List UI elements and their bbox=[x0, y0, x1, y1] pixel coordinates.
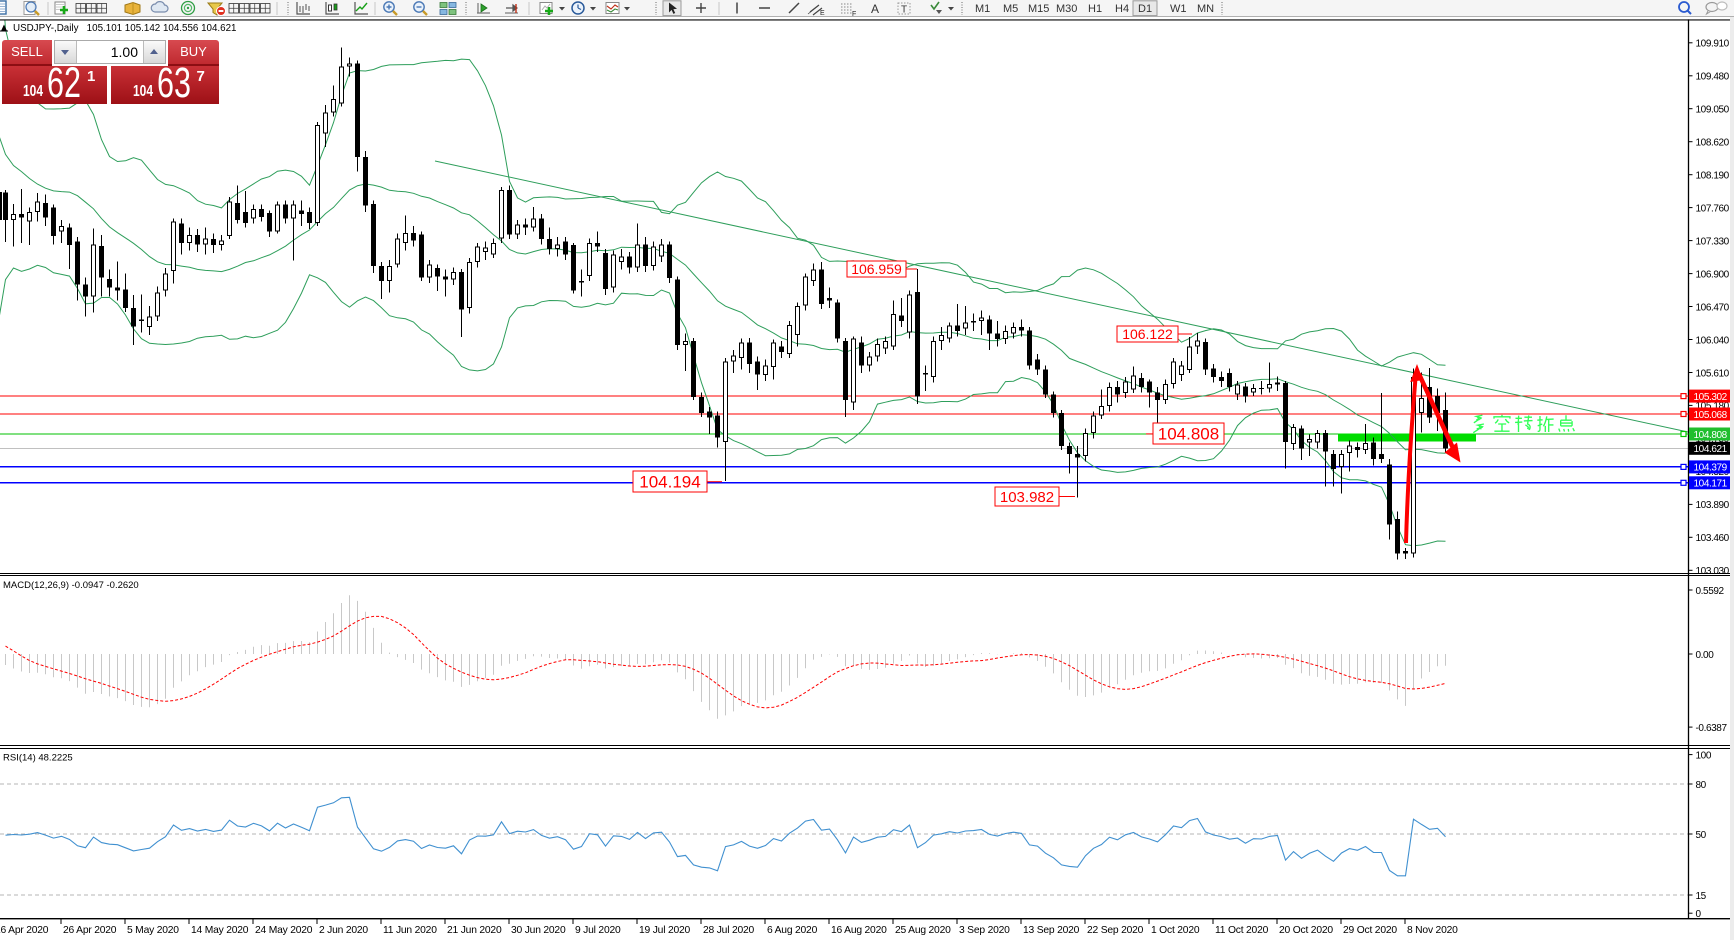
svg-text:M1: M1 bbox=[975, 3, 990, 15]
svg-text:105.302: 105.302 bbox=[1694, 392, 1728, 403]
svg-text:F: F bbox=[852, 11, 856, 17]
svg-text:109.050: 109.050 bbox=[1696, 105, 1730, 116]
svg-text:2 Jun 2020: 2 Jun 2020 bbox=[319, 925, 368, 936]
svg-text:E: E bbox=[820, 10, 825, 17]
svg-text:M30: M30 bbox=[1056, 3, 1077, 15]
svg-text:100: 100 bbox=[1696, 750, 1712, 761]
svg-text:30 Jun 2020: 30 Jun 2020 bbox=[511, 925, 566, 936]
svg-text:16 Aug 2020: 16 Aug 2020 bbox=[831, 925, 887, 936]
svg-text:USDJPY-,Daily 105.101 105.14: USDJPY-,Daily 105.101 105.142 104.556 10… bbox=[13, 23, 237, 34]
svg-text:105.610: 105.610 bbox=[1696, 368, 1730, 379]
svg-text:13 Sep 2020: 13 Sep 2020 bbox=[1023, 925, 1080, 936]
svg-text:29 Oct 2020: 29 Oct 2020 bbox=[1343, 925, 1397, 936]
svg-text:104.194: 104.194 bbox=[639, 473, 700, 492]
svg-text:20 Oct 2020: 20 Oct 2020 bbox=[1279, 925, 1333, 936]
svg-text:RSI(14) 48.2225: RSI(14) 48.2225 bbox=[3, 753, 73, 764]
svg-text:106.959: 106.959 bbox=[851, 261, 902, 277]
svg-text:105.180: 105.180 bbox=[1696, 401, 1730, 412]
svg-text:MACD(12,26,9) -0.0947 -0.2620: MACD(12,26,9) -0.0947 -0.2620 bbox=[3, 580, 139, 591]
svg-text:28 Jul 2020: 28 Jul 2020 bbox=[703, 925, 755, 936]
svg-text:106.040: 106.040 bbox=[1696, 335, 1730, 346]
svg-text:8 Nov 2020: 8 Nov 2020 bbox=[1407, 925, 1458, 936]
svg-text:MN: MN bbox=[1197, 3, 1214, 15]
svg-text:H4: H4 bbox=[1115, 3, 1129, 15]
svg-text:104.808: 104.808 bbox=[1694, 430, 1728, 441]
svg-text:108.190: 108.190 bbox=[1696, 171, 1730, 182]
svg-text:108.620: 108.620 bbox=[1696, 138, 1730, 149]
svg-text:21 Jun 2020: 21 Jun 2020 bbox=[447, 925, 502, 936]
svg-text:11 Oct 2020: 11 Oct 2020 bbox=[1215, 925, 1269, 936]
svg-text:107.330: 107.330 bbox=[1696, 236, 1730, 247]
svg-text:103.890: 103.890 bbox=[1696, 500, 1730, 511]
svg-text:104.379: 104.379 bbox=[1694, 463, 1728, 474]
svg-text:50: 50 bbox=[1696, 830, 1707, 841]
svg-text:80: 80 bbox=[1696, 780, 1707, 791]
svg-text:D1: D1 bbox=[1138, 3, 1152, 15]
svg-text:M5: M5 bbox=[1003, 3, 1018, 15]
svg-text:6 Aug 2020: 6 Aug 2020 bbox=[767, 925, 818, 936]
svg-text:26 Apr 2020: 26 Apr 2020 bbox=[63, 925, 117, 936]
svg-text:104.621: 104.621 bbox=[1694, 444, 1728, 455]
svg-text:A: A bbox=[871, 2, 879, 16]
svg-text:103.460: 103.460 bbox=[1696, 533, 1730, 544]
svg-text:0.5592: 0.5592 bbox=[1696, 586, 1725, 597]
svg-text:5 May 2020: 5 May 2020 bbox=[127, 925, 179, 936]
svg-text:-0.6387: -0.6387 bbox=[1696, 723, 1728, 734]
svg-text:109.480: 109.480 bbox=[1696, 72, 1730, 83]
svg-text:107.760: 107.760 bbox=[1696, 203, 1730, 214]
svg-text:103.982: 103.982 bbox=[1000, 489, 1054, 506]
svg-text:W1: W1 bbox=[1170, 3, 1187, 15]
svg-text:16 Apr 2020: 16 Apr 2020 bbox=[0, 925, 49, 936]
svg-text:14 May 2020: 14 May 2020 bbox=[191, 925, 249, 936]
svg-text:3 Sep 2020: 3 Sep 2020 bbox=[959, 925, 1010, 936]
svg-text:1 Oct 2020: 1 Oct 2020 bbox=[1151, 925, 1200, 936]
svg-text:105.068: 105.068 bbox=[1694, 410, 1728, 421]
svg-text:0: 0 bbox=[1696, 909, 1702, 920]
svg-text:25 Aug 2020: 25 Aug 2020 bbox=[895, 925, 951, 936]
svg-text:106.900: 106.900 bbox=[1696, 269, 1730, 280]
svg-text:22 Sep 2020: 22 Sep 2020 bbox=[1087, 925, 1144, 936]
svg-text:106.470: 106.470 bbox=[1696, 302, 1730, 313]
svg-text:9 Jul 2020: 9 Jul 2020 bbox=[575, 925, 621, 936]
svg-text:104.808: 104.808 bbox=[1158, 425, 1219, 444]
svg-text:104.171: 104.171 bbox=[1694, 479, 1728, 490]
svg-text:109.910: 109.910 bbox=[1696, 39, 1730, 50]
svg-text:T: T bbox=[901, 5, 907, 16]
svg-text:H1: H1 bbox=[1088, 3, 1102, 15]
svg-text:11 Jun 2020: 11 Jun 2020 bbox=[383, 925, 437, 936]
svg-text:103.030: 103.030 bbox=[1696, 566, 1730, 577]
svg-text:M15: M15 bbox=[1028, 3, 1049, 15]
svg-text:24 May 2020: 24 May 2020 bbox=[255, 925, 313, 936]
svg-text:106.122: 106.122 bbox=[1122, 326, 1173, 342]
svg-text:0.00: 0.00 bbox=[1696, 650, 1715, 661]
svg-text:15: 15 bbox=[1696, 891, 1707, 902]
svg-text:19 Jul 2020: 19 Jul 2020 bbox=[639, 925, 691, 936]
